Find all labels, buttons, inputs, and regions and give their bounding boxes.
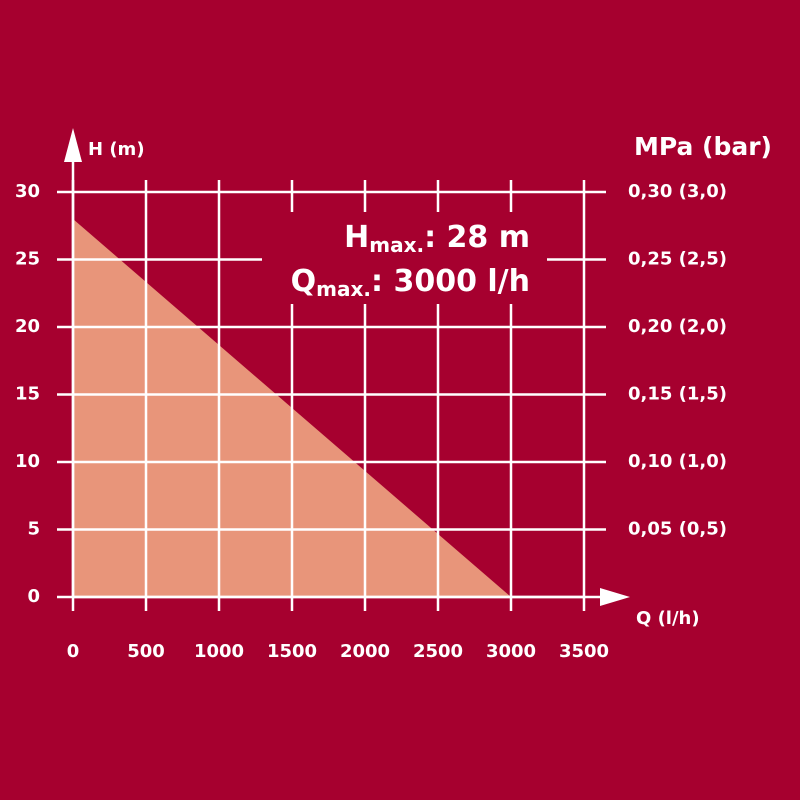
annotation-main: H [344,220,369,255]
y-tick-label: 5 [27,519,40,540]
y2-tick-label: 0,10 (1,0) [628,451,727,472]
x-tick-label: 2500 [413,641,463,662]
annotation-rest: : 28 m [424,220,530,255]
annotation: Hmax.: 28 m [344,220,530,257]
x-axis-label: Q (l/h) [636,608,700,629]
y2-tick-label: 0,05 (0,5) [628,519,727,540]
x-tick-label: 500 [127,641,165,662]
y2-tick-label: 0,15 (1,5) [628,384,727,405]
y2-axis-label: MPa (bar) [634,132,772,161]
x-tick-label: 0 [67,641,80,662]
y2-tick-label: 0,20 (2,0) [628,316,727,337]
y-tick-label: 20 [15,316,40,337]
x-axis-arrow [600,588,630,606]
annotation-sub: max. [316,277,371,301]
y2-tick-label: 0,30 (3,0) [628,181,727,202]
y-tick-label: 15 [15,384,40,405]
annotation-rest: : 3000 l/h [371,264,530,299]
annotation-main: Q [291,264,317,299]
y2-tick-label: 0,25 (2,5) [628,249,727,270]
y-axis-label: H (m) [88,139,145,160]
x-tick-label: 1500 [267,641,317,662]
y-tick-label: 0 [27,586,40,607]
x-tick-label: 1000 [194,641,244,662]
x-tick-label: 3500 [559,641,609,662]
annotation-background [262,212,547,304]
x-tick-label: 3000 [486,641,536,662]
y-tick-label: 25 [15,249,40,270]
annotation: Qmax.: 3000 l/h [291,264,530,301]
y-axis-arrow [64,128,82,162]
y-tick-label: 10 [15,451,40,472]
y-tick-label: 30 [15,181,40,202]
annotation-sub: max. [369,233,424,257]
x-tick-label: 2000 [340,641,390,662]
